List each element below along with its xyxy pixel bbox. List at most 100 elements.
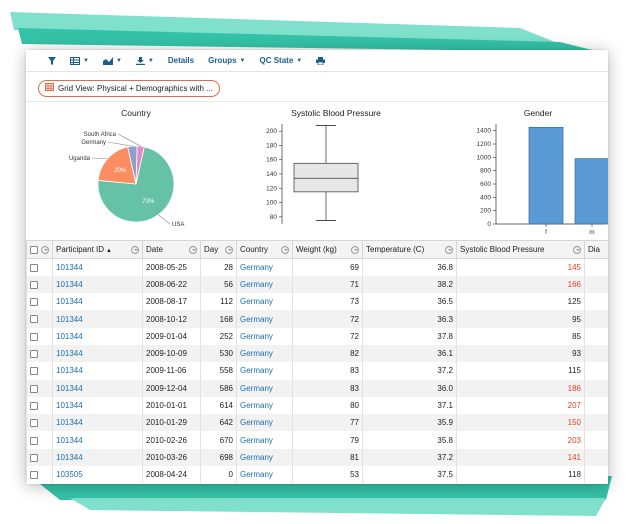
table-row[interactable]: 101344 2008-10-12 168 Germany 72 36.3 95 bbox=[26, 310, 608, 328]
participant-id-link[interactable]: 101344 bbox=[52, 275, 143, 294]
row-checkbox[interactable] bbox=[30, 436, 38, 445]
column-header[interactable]: Date bbox=[142, 240, 201, 259]
column-menu-icon[interactable] bbox=[445, 245, 453, 254]
weight-cell: 80 bbox=[292, 396, 363, 415]
table-row[interactable]: 101344 2010-01-29 642 Germany 77 35.9 150 bbox=[26, 414, 608, 432]
participant-id-link[interactable]: 101344 bbox=[52, 310, 143, 328]
systolic-bp-cell: 141 bbox=[456, 448, 585, 467]
groups-button[interactable]: Groups ▼ bbox=[208, 56, 245, 65]
country-link[interactable]: Germany bbox=[236, 431, 293, 449]
participant-id-link[interactable]: 101344 bbox=[52, 448, 143, 467]
country-link[interactable]: Germany bbox=[236, 466, 293, 484]
row-checkbox[interactable] bbox=[30, 471, 38, 480]
row-select-cell[interactable] bbox=[26, 448, 53, 467]
weight-cell: 71 bbox=[292, 275, 363, 294]
row-select-cell[interactable] bbox=[26, 258, 53, 276]
weight-cell: 53 bbox=[292, 466, 363, 484]
table-row[interactable]: 103505 2008-04-24 0 Germany 53 37.5 118 bbox=[26, 466, 608, 484]
chevron-down-icon[interactable] bbox=[41, 245, 49, 254]
row-select-cell[interactable] bbox=[26, 344, 53, 363]
row-select-cell[interactable] bbox=[26, 396, 53, 415]
participant-id-link[interactable]: 101344 bbox=[52, 431, 143, 449]
row-checkbox[interactable] bbox=[30, 350, 38, 359]
column-menu-icon[interactable] bbox=[351, 245, 359, 254]
participant-id-link[interactable]: 101344 bbox=[52, 379, 143, 397]
row-checkbox[interactable] bbox=[30, 419, 38, 428]
row-select-cell[interactable] bbox=[26, 327, 53, 345]
country-link[interactable]: Germany bbox=[236, 379, 293, 397]
row-select-cell[interactable] bbox=[26, 310, 53, 328]
row-select-cell[interactable] bbox=[26, 293, 53, 311]
grid-view-selector[interactable]: Grid View: Physical + Demographics with … bbox=[38, 79, 220, 97]
details-button[interactable]: Details bbox=[168, 56, 194, 65]
participant-id-link[interactable]: 103505 bbox=[52, 466, 143, 484]
table-row[interactable]: 101344 2010-02-26 670 Germany 79 35.8 203 bbox=[26, 431, 608, 449]
select-all-checkbox[interactable] bbox=[30, 245, 38, 254]
country-link[interactable]: Germany bbox=[236, 310, 293, 328]
participant-id-link[interactable]: 101344 bbox=[52, 344, 143, 363]
row-checkbox[interactable] bbox=[30, 401, 38, 410]
participant-id-link[interactable]: 101344 bbox=[52, 362, 143, 380]
row-select-cell[interactable] bbox=[26, 414, 53, 432]
row-select-cell[interactable] bbox=[26, 431, 53, 449]
participant-id-link[interactable]: 101344 bbox=[52, 396, 143, 415]
select-all-header[interactable] bbox=[26, 240, 53, 259]
date-cell: 2009-10-09 bbox=[142, 344, 201, 363]
print-button[interactable] bbox=[316, 56, 326, 65]
row-checkbox[interactable] bbox=[30, 453, 38, 462]
row-checkbox[interactable] bbox=[30, 298, 38, 307]
column-menu-icon[interactable] bbox=[189, 245, 197, 254]
country-link[interactable]: Germany bbox=[236, 344, 293, 363]
table-row[interactable]: 101344 2009-11-06 558 Germany 83 37.2 115 bbox=[26, 362, 608, 380]
country-link[interactable]: Germany bbox=[236, 258, 293, 276]
country-link[interactable]: Germany bbox=[236, 448, 293, 467]
participant-id-link[interactable]: 101344 bbox=[52, 327, 143, 345]
country-link[interactable]: Germany bbox=[236, 414, 293, 432]
row-checkbox[interactable] bbox=[30, 367, 38, 376]
table-row[interactable]: 101344 2008-06-22 56 Germany 71 38.2 166 bbox=[26, 275, 608, 294]
column-header[interactable]: Dia bbox=[584, 240, 608, 259]
country-link[interactable]: Germany bbox=[236, 396, 293, 415]
charts-button[interactable]: ▼ bbox=[102, 56, 122, 65]
qc-state-button[interactable]: QC State ▼ bbox=[260, 56, 303, 65]
date-cell: 2009-12-04 bbox=[142, 379, 201, 397]
table-row[interactable]: 101344 2010-03-26 698 Germany 81 37.2 141 bbox=[26, 448, 608, 467]
row-checkbox[interactable] bbox=[30, 263, 38, 272]
table-row[interactable]: 101344 2009-10-09 530 Germany 82 36.1 93 bbox=[26, 344, 608, 363]
column-header[interactable]: Systolic Blood Pressure bbox=[456, 240, 585, 259]
diastolic-cell bbox=[584, 466, 608, 484]
column-header[interactable]: Participant ID ▲ bbox=[52, 240, 143, 259]
column-header[interactable]: Temperature (C) bbox=[362, 240, 457, 259]
column-header[interactable]: Weight (kg) bbox=[292, 240, 363, 259]
row-checkbox[interactable] bbox=[30, 315, 38, 324]
column-header[interactable]: Day bbox=[200, 240, 237, 259]
column-menu-icon[interactable] bbox=[573, 245, 581, 254]
column-menu-icon[interactable] bbox=[131, 245, 139, 254]
table-row[interactable]: 101344 2009-01-04 252 Germany 72 37.8 85 bbox=[26, 327, 608, 345]
table-row[interactable]: 101344 2008-05-25 28 Germany 69 36.8 145 bbox=[26, 258, 608, 276]
country-link[interactable]: Germany bbox=[236, 327, 293, 345]
row-select-cell[interactable] bbox=[26, 466, 53, 484]
row-checkbox[interactable] bbox=[30, 384, 38, 393]
participant-id-link[interactable]: 101344 bbox=[52, 293, 143, 311]
row-select-cell[interactable] bbox=[26, 275, 53, 294]
table-row[interactable]: 101344 2010-01-01 614 Germany 80 37.1 207 bbox=[26, 396, 608, 415]
country-link[interactable]: Germany bbox=[236, 293, 293, 311]
country-link[interactable]: Germany bbox=[236, 275, 293, 294]
export-button[interactable]: ▼ bbox=[135, 56, 154, 65]
table-row[interactable]: 101344 2008-08-17 112 Germany 73 36.5 125 bbox=[26, 293, 608, 311]
row-select-cell[interactable] bbox=[26, 379, 53, 397]
filter-button[interactable] bbox=[48, 56, 56, 65]
column-header[interactable]: Country bbox=[236, 240, 293, 259]
grid-views-button[interactable]: ▼ bbox=[70, 56, 89, 65]
row-checkbox[interactable] bbox=[30, 280, 38, 289]
row-select-cell[interactable] bbox=[26, 362, 53, 380]
participant-id-link[interactable]: 101344 bbox=[52, 258, 143, 276]
country-link[interactable]: Germany bbox=[236, 362, 293, 380]
participant-id-link[interactable]: 101344 bbox=[52, 414, 143, 432]
table-row[interactable]: 101344 2009-12-04 586 Germany 83 36.0 186 bbox=[26, 379, 608, 397]
column-menu-icon[interactable] bbox=[225, 245, 233, 254]
diastolic-cell bbox=[584, 414, 608, 432]
row-checkbox[interactable] bbox=[30, 332, 38, 341]
column-menu-icon[interactable] bbox=[281, 245, 289, 254]
